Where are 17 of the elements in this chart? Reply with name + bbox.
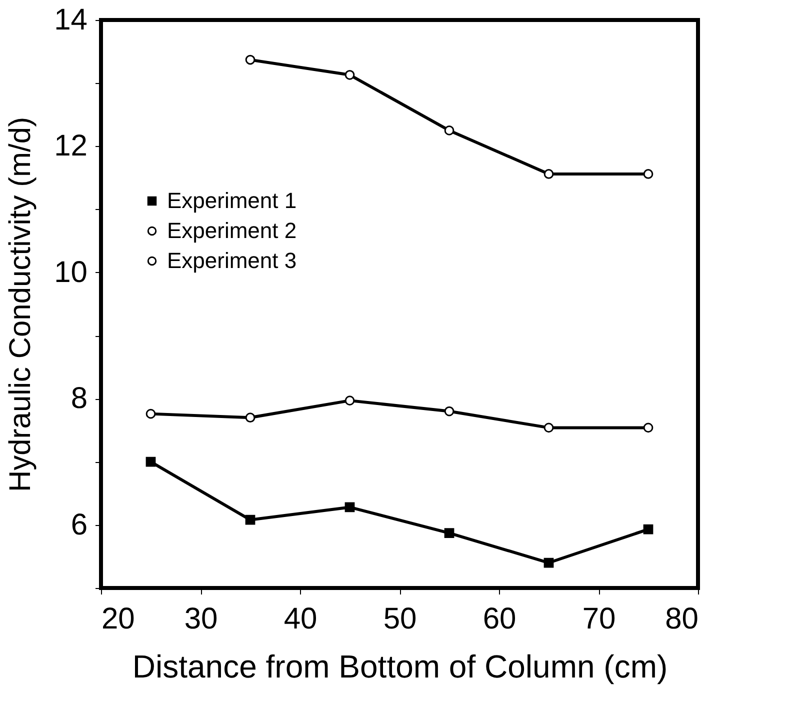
x-tick-label: 70 — [582, 602, 616, 636]
y-tick-label: 12 — [54, 130, 88, 163]
y-tick-label: 14 — [54, 4, 88, 36]
legend-label: Experiment 2 — [167, 218, 297, 243]
x-tick-label: 60 — [482, 602, 516, 636]
legend-label: Experiment 1 — [167, 188, 297, 213]
y-axis-title: Hydraulic Conductivity (m/d) — [4, 116, 38, 492]
x-tick-label: 30 — [184, 602, 218, 636]
y-tick-label: 6 — [70, 508, 88, 542]
x-tick-label: 80 — [665, 602, 698, 636]
legend-label: Experiment 3 — [167, 248, 297, 273]
x-tick-label: 40 — [284, 602, 318, 636]
x-tick-label: 50 — [383, 602, 417, 636]
x-tick-label: 20 — [102, 602, 135, 636]
x-axis-title: Distance from Bottom of Column (cm) — [132, 648, 668, 684]
y-tick-label: 8 — [70, 382, 88, 416]
y-tick-label: 10 — [54, 256, 88, 289]
